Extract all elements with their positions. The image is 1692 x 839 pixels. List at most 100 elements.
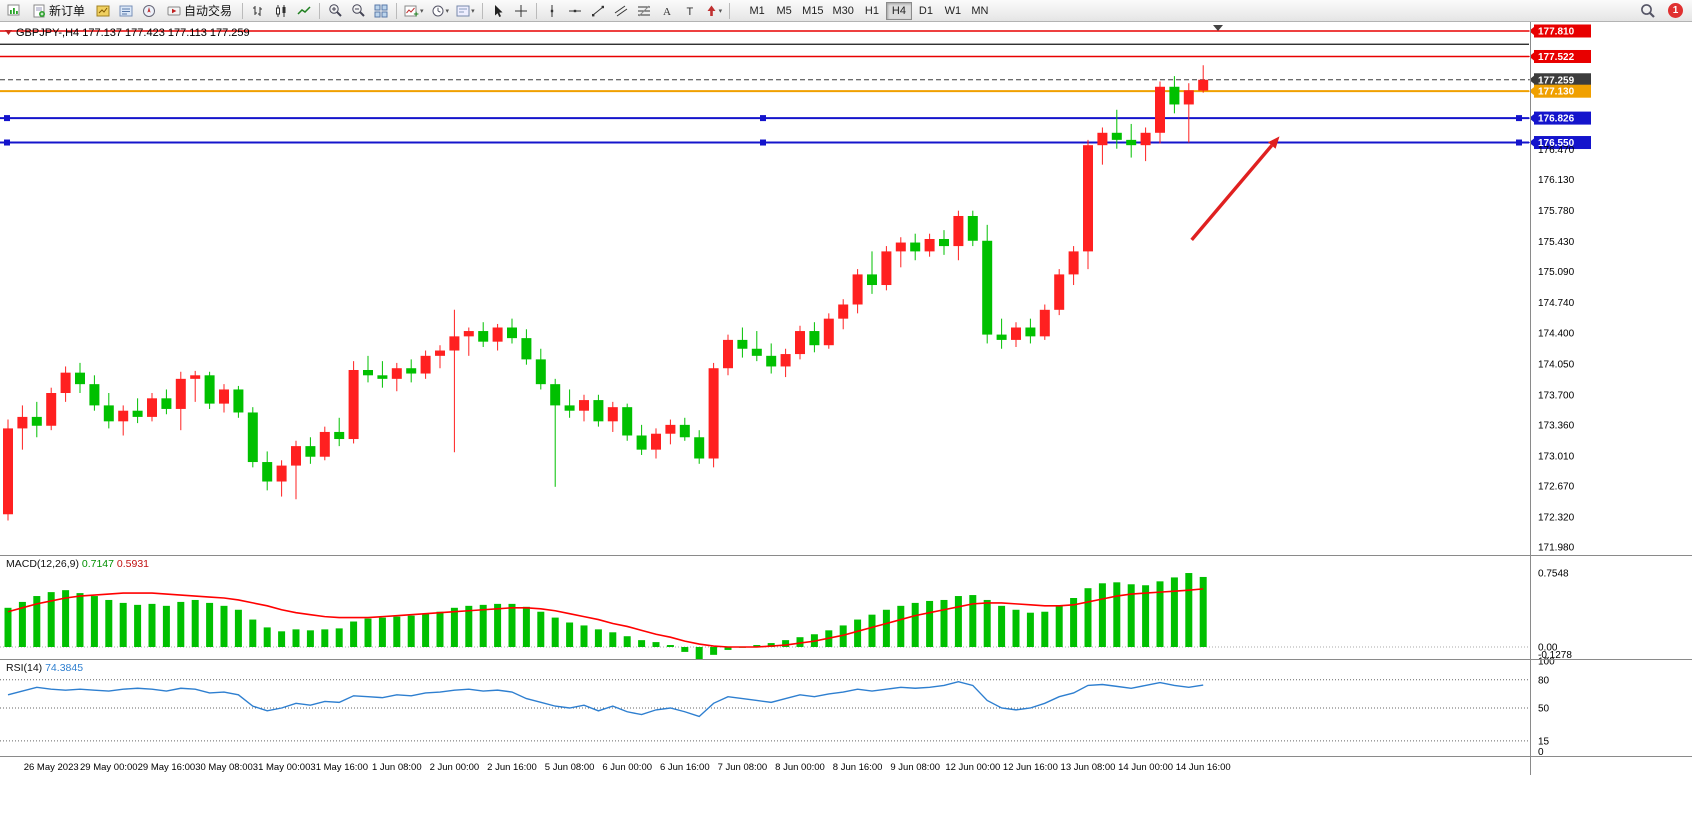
time-axis[interactable]: 26 May 2023 29 May 00:00 29 May 16:00 30 Ma… xyxy=(24,762,1231,773)
macd-histogram-bar xyxy=(911,602,919,647)
navigator-button[interactable] xyxy=(138,1,160,21)
timeframe-button-h4[interactable]: H4 xyxy=(885,1,912,20)
macd-histogram-bar xyxy=(393,616,401,647)
new-chart-button[interactable] xyxy=(4,1,26,21)
arrow-annotation[interactable] xyxy=(1190,144,1274,241)
macd-histogram-bar xyxy=(724,647,732,650)
candle xyxy=(636,435,647,450)
rsi-axis-label: 0 xyxy=(1538,747,1544,758)
data-window-icon xyxy=(119,4,133,18)
candlestick-chart-icon xyxy=(274,4,288,18)
line-handle[interactable] xyxy=(4,115,10,122)
timeframe-button-m30[interactable]: M30 xyxy=(829,2,858,20)
timeframe-button-w1[interactable]: W1 xyxy=(940,2,966,20)
indicators-icon: + xyxy=(404,4,419,18)
line-handle[interactable] xyxy=(760,115,766,122)
trendline-button[interactable] xyxy=(587,1,609,21)
cursor-button[interactable] xyxy=(487,1,509,21)
line-handle[interactable] xyxy=(1516,139,1522,146)
arrows-button[interactable] xyxy=(702,1,726,21)
candle xyxy=(262,462,273,482)
macd-histogram-bar xyxy=(134,604,142,647)
timeframe-button-m5[interactable]: M5 xyxy=(771,2,797,20)
candle xyxy=(247,412,258,463)
line-handle[interactable] xyxy=(4,139,10,146)
arrow-annotation-head[interactable] xyxy=(1267,136,1280,149)
candlestick-chart-button[interactable] xyxy=(270,1,292,21)
timeframe-button-mn[interactable]: MN xyxy=(967,2,993,20)
macd-histogram-bar xyxy=(537,611,545,647)
time-axis-label: 14 Jun 16:00 xyxy=(1176,762,1231,773)
candle xyxy=(31,416,42,426)
fibonacci-button[interactable] xyxy=(633,1,655,21)
macd-histogram-bar xyxy=(119,602,127,647)
market-watch-button[interactable] xyxy=(92,1,114,21)
time-axis-label: 14 Jun 00:00 xyxy=(1118,762,1173,773)
macd-histogram-bar xyxy=(882,609,890,647)
bar-chart-icon xyxy=(251,4,265,18)
new-order-button[interactable]: 新订单 xyxy=(27,1,91,21)
data-window-button[interactable] xyxy=(115,1,137,21)
notification-badge[interactable]: 1 xyxy=(1668,3,1683,18)
line-handle[interactable] xyxy=(1516,115,1522,122)
timeframe-button-m1[interactable]: M1 xyxy=(744,2,770,20)
time-axis-label: 7 Jun 08:00 xyxy=(718,762,768,773)
macd-histogram-bar xyxy=(594,629,602,647)
timeframe-button-h1[interactable]: H1 xyxy=(859,2,885,20)
horizontal-line-button[interactable] xyxy=(564,1,586,21)
price-label-box xyxy=(1534,136,1591,150)
candle xyxy=(766,355,777,367)
label-button[interactable]: T xyxy=(679,1,701,21)
candle xyxy=(449,336,460,351)
macd-label: MACD(12,26,9) 0.7147 0.5931 xyxy=(6,558,149,570)
cursor-icon xyxy=(491,4,505,18)
y-tick-label: 172.320 xyxy=(1538,512,1575,523)
vertical-line-button[interactable] xyxy=(541,1,563,21)
main-chart-pane[interactable]: GBPJPY-,H4 177.137 177.423 177.113 177.2… xyxy=(0,25,1529,521)
line-chart-button[interactable] xyxy=(293,1,315,21)
macd-histogram-bar xyxy=(796,637,804,647)
time-axis-label: 1 Jun 08:00 xyxy=(372,762,422,773)
tile-windows-button[interactable] xyxy=(370,1,392,21)
bar-chart-button[interactable] xyxy=(247,1,269,21)
auto-trading-button[interactable]: 自动交易 xyxy=(161,1,238,21)
candle xyxy=(291,446,301,466)
line-handle[interactable] xyxy=(760,139,766,146)
timeframe-button-d1[interactable]: D1 xyxy=(913,2,939,20)
macd-histogram-bar xyxy=(609,632,617,647)
y-tick-label: 172.670 xyxy=(1538,481,1575,492)
macd-histogram-bar xyxy=(105,599,113,647)
text-button[interactable]: A xyxy=(656,1,678,21)
channel-button[interactable] xyxy=(610,1,632,21)
macd-histogram-bar xyxy=(710,647,718,655)
macd-histogram-bar xyxy=(263,627,271,647)
templates-button[interactable] xyxy=(453,1,478,21)
periods-button[interactable] xyxy=(428,1,453,21)
search-button[interactable] xyxy=(1637,1,1659,21)
candle xyxy=(838,304,849,319)
indicators-button[interactable]: + xyxy=(401,1,427,21)
zoom-in-button[interactable] xyxy=(324,1,346,21)
candle xyxy=(233,389,244,413)
price-label-box xyxy=(1534,73,1591,87)
rsi-axis-label: 15 xyxy=(1538,736,1550,747)
crosshair-button[interactable] xyxy=(510,1,532,21)
rsi-pane[interactable]: RSI(14) 74.3845 xyxy=(0,662,1529,742)
candle xyxy=(17,416,28,429)
chart-canvas[interactable]: GBPJPY-,H4 177.137 177.423 177.113 177.2… xyxy=(0,22,1692,839)
macd-pane[interactable]: MACD(12,26,9) 0.7147 0.5931 xyxy=(0,558,1529,660)
zoom-out-button[interactable] xyxy=(347,1,369,21)
candle xyxy=(1183,90,1194,105)
clock-icon xyxy=(431,4,445,18)
candle xyxy=(1169,86,1180,105)
macd-histogram-bar xyxy=(638,640,646,647)
candle xyxy=(1068,251,1079,275)
time-axis-label: 26 May 2023 xyxy=(24,762,79,773)
time-axis-label: 12 Jun 16:00 xyxy=(1003,762,1058,773)
chart-shift-marker[interactable] xyxy=(1213,25,1223,31)
candle xyxy=(1083,145,1093,252)
chart-ohlc-title: GBPJPY-,H4 177.137 177.423 177.113 177.2… xyxy=(16,27,250,39)
timeframe-button-m15[interactable]: M15 xyxy=(798,2,827,20)
macd-histogram-bar xyxy=(278,631,286,647)
